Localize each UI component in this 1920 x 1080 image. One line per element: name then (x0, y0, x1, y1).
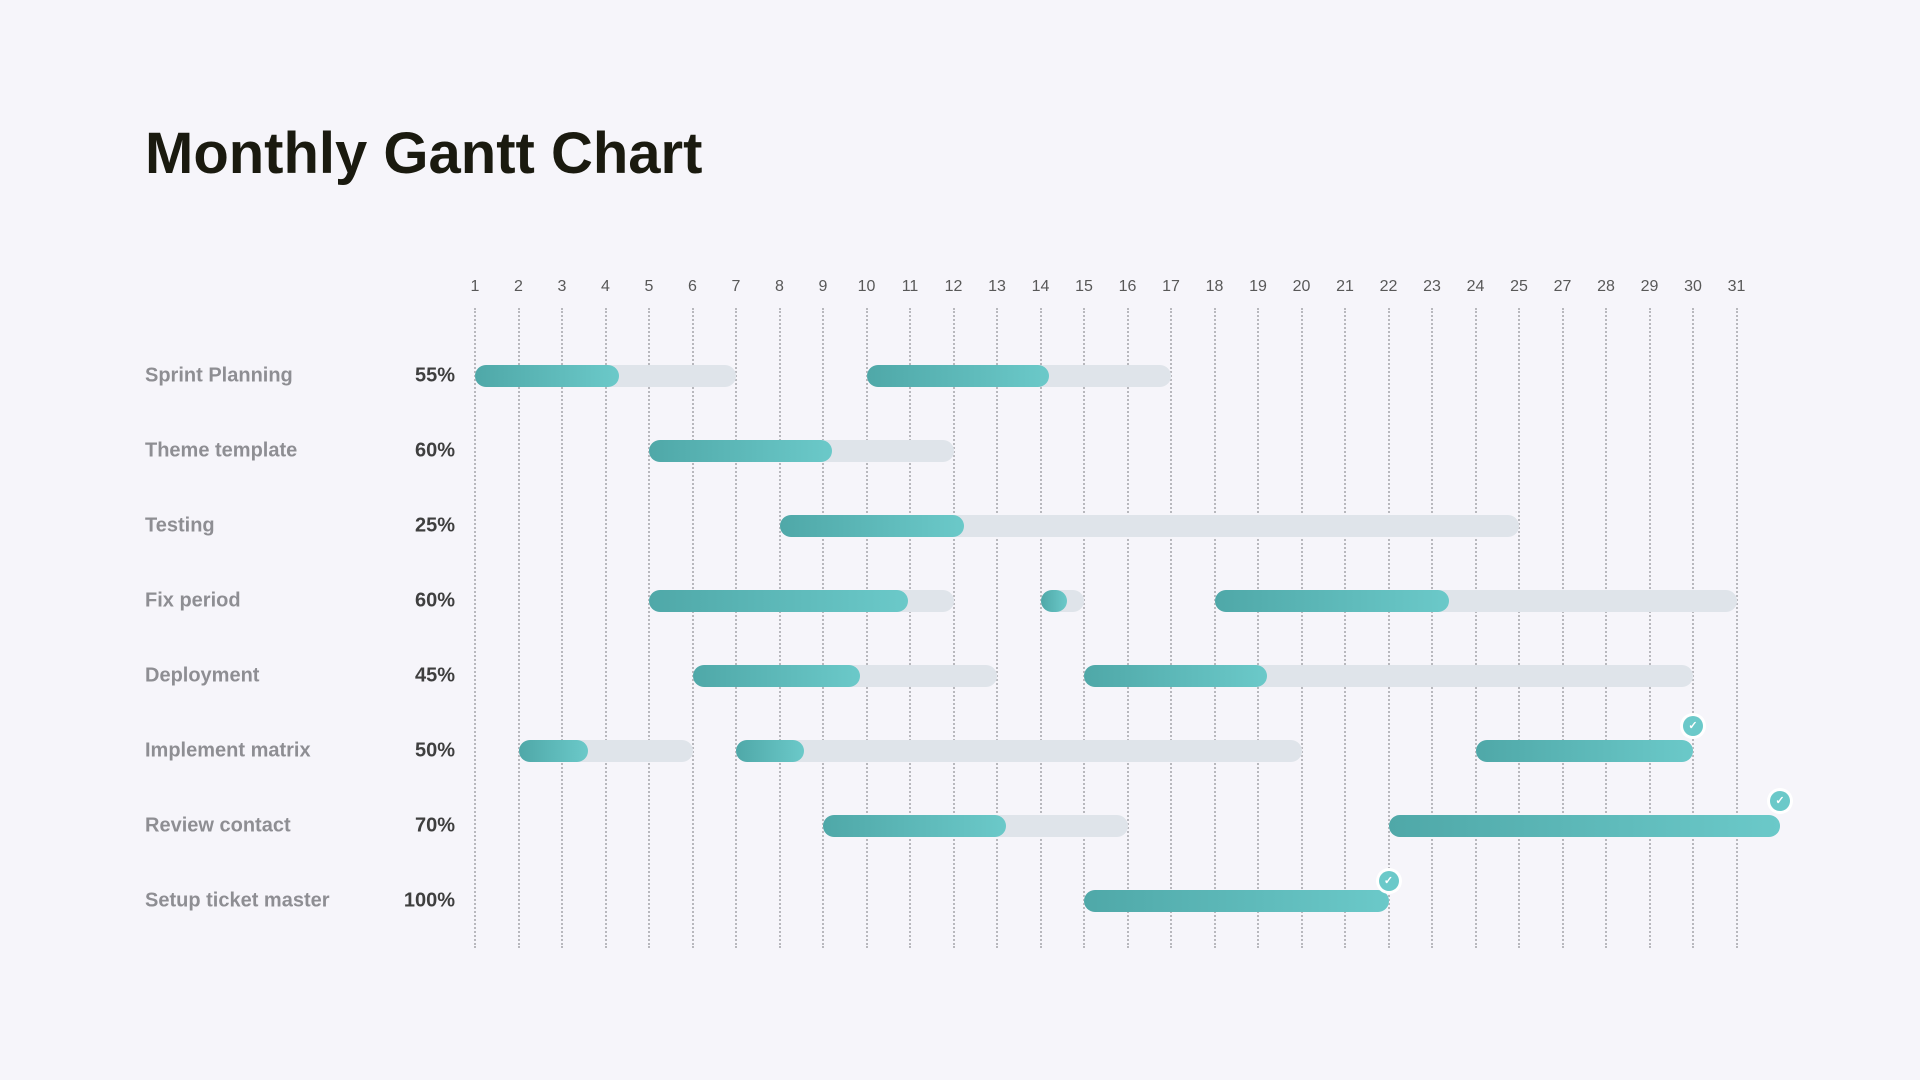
bar-fill (1084, 890, 1389, 912)
day-label: 27 (1554, 278, 1572, 296)
task-label: Implement matrix (145, 739, 311, 762)
task-label: Sprint Planning (145, 364, 293, 387)
day-label: 4 (601, 278, 610, 296)
task-row: Theme template 60% (145, 413, 1780, 488)
task-label: Theme template (145, 439, 297, 462)
task-label: Testing (145, 514, 215, 537)
bar-fill (649, 440, 832, 462)
bar-fill (649, 590, 908, 612)
bar-fill (867, 365, 1050, 387)
bar-fill (780, 515, 965, 537)
day-label: 10 (858, 278, 876, 296)
day-axis: 1234567891011121314151617181920212223242… (145, 278, 1780, 308)
task-percent: 60% (390, 589, 455, 612)
day-label: 17 (1162, 278, 1180, 296)
day-label: 28 (1597, 278, 1615, 296)
task-label: Setup ticket master (145, 889, 330, 912)
task-row: Implement matrix 50% ✓ (145, 713, 1780, 788)
task-percent: 50% (390, 739, 455, 762)
day-label: 9 (819, 278, 828, 296)
day-label: 1 (471, 278, 480, 296)
day-label: 20 (1293, 278, 1311, 296)
day-label: 30 (1684, 278, 1702, 296)
day-label: 23 (1423, 278, 1441, 296)
bar-fill (1041, 590, 1067, 612)
day-label: 3 (558, 278, 567, 296)
task-percent: 100% (390, 889, 455, 912)
day-label: 16 (1119, 278, 1137, 296)
bar-fill (823, 815, 1006, 837)
task-percent: 45% (390, 664, 455, 687)
day-label: 29 (1641, 278, 1659, 296)
day-label: 7 (732, 278, 741, 296)
task-percent: 70% (390, 814, 455, 837)
day-label: 18 (1206, 278, 1224, 296)
task-row: Testing 25% (145, 488, 1780, 563)
task-row: Review contact70%✓ (145, 788, 1780, 863)
task-row: Fix period 60% (145, 563, 1780, 638)
bar-fill (1389, 815, 1781, 837)
day-label: 24 (1467, 278, 1485, 296)
day-label: 14 (1032, 278, 1050, 296)
milestone-check-icon: ✓ (1379, 871, 1399, 891)
day-label: 19 (1249, 278, 1267, 296)
day-label: 5 (645, 278, 654, 296)
bar-fill (519, 740, 589, 762)
bar-fill (475, 365, 619, 387)
day-label: 22 (1380, 278, 1398, 296)
bar-fill (1476, 740, 1694, 762)
day-label: 2 (514, 278, 523, 296)
day-label: 12 (945, 278, 963, 296)
task-row: Deployment 45% (145, 638, 1780, 713)
chart-title: Monthly Gantt Chart (145, 120, 702, 187)
bar-fill (693, 665, 860, 687)
day-label: 25 (1510, 278, 1528, 296)
day-label: 6 (688, 278, 697, 296)
day-label: 31 (1728, 278, 1746, 296)
task-row: Setup ticket master 100% ✓ (145, 863, 1780, 938)
day-label: 15 (1075, 278, 1093, 296)
bar-fill (736, 740, 804, 762)
task-row: Sprint Planning 55% (145, 338, 1780, 413)
day-label: 11 (902, 278, 919, 296)
day-label: 13 (988, 278, 1006, 296)
bar-track (736, 740, 1302, 762)
task-rows: Sprint Planning 55% Theme template 60% Testi… (145, 338, 1780, 938)
task-percent: 60% (390, 439, 455, 462)
milestone-check-icon: ✓ (1683, 716, 1703, 736)
milestone-check-icon: ✓ (1770, 791, 1790, 811)
bar-fill (1215, 590, 1450, 612)
task-label: Deployment (145, 664, 259, 687)
bar-fill (1084, 665, 1267, 687)
task-percent: 25% (390, 514, 455, 537)
day-label: 8 (775, 278, 784, 296)
gantt-chart: 1234567891011121314151617181920212223242… (145, 278, 1780, 908)
day-label: 21 (1336, 278, 1354, 296)
task-label: Review contact (145, 814, 291, 837)
task-label: Fix period (145, 589, 241, 612)
task-percent: 55% (390, 364, 455, 387)
